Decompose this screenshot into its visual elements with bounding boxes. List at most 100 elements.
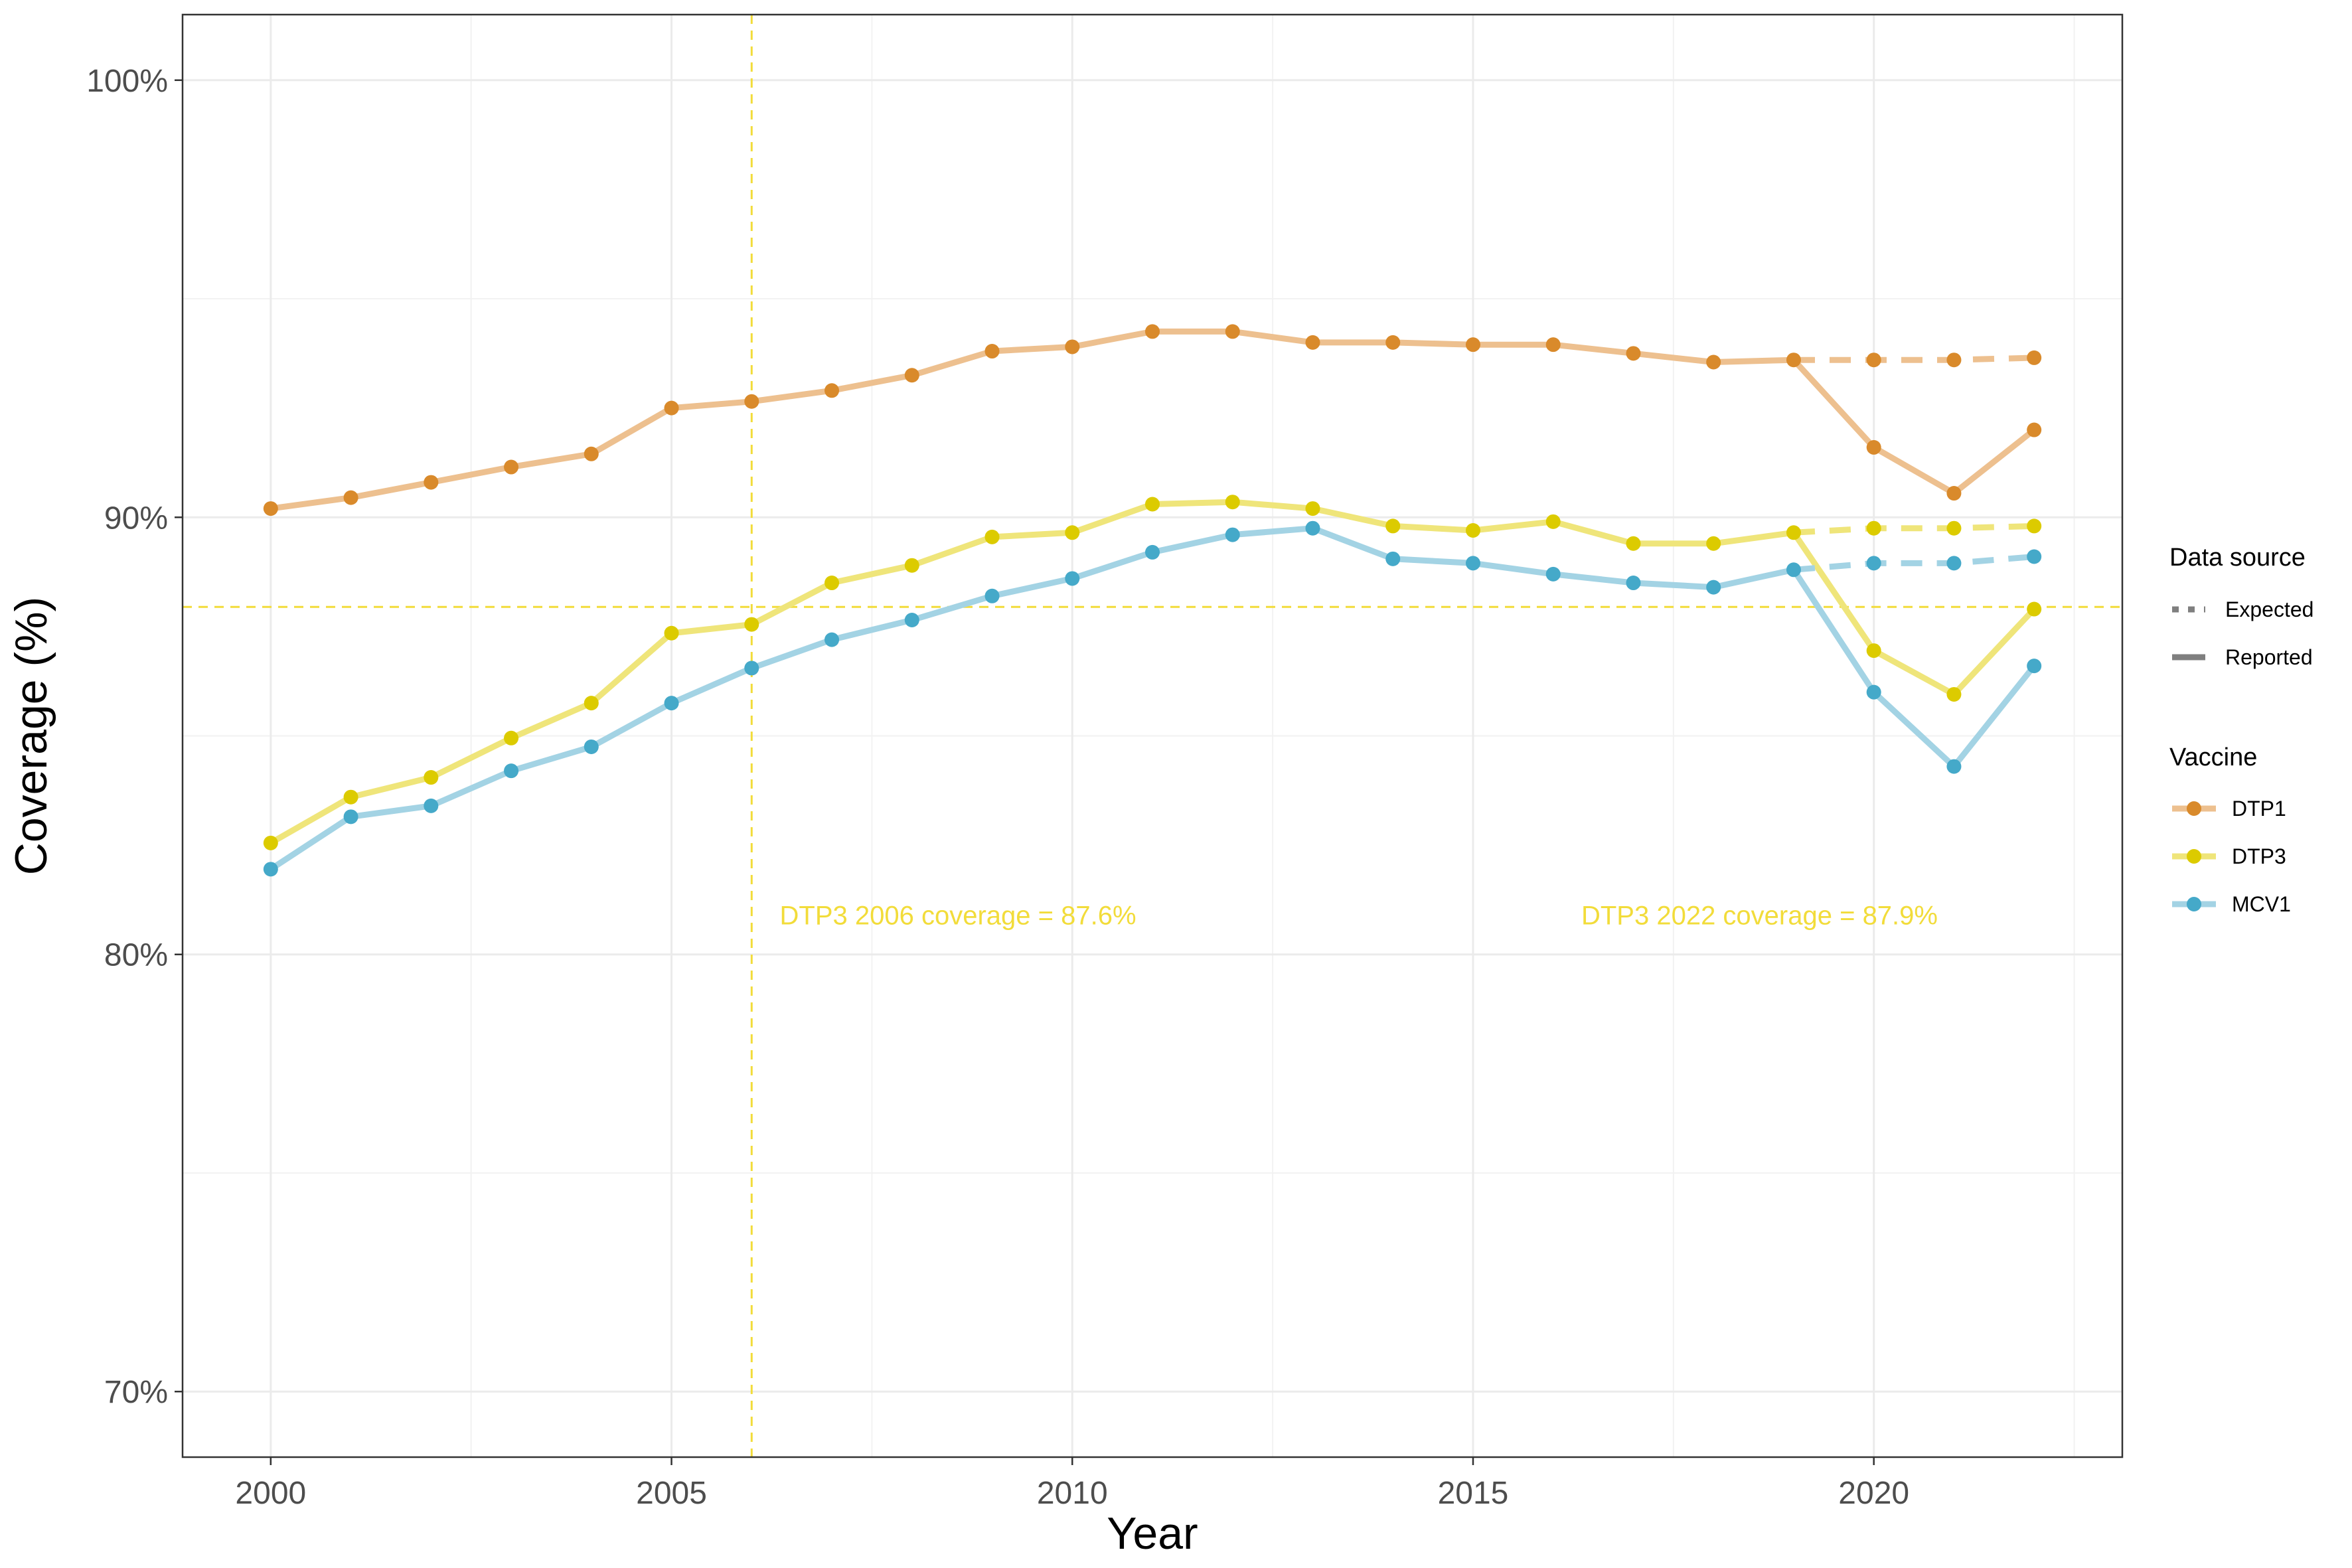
x-axis: 2000 2005 2010 2015 2020: [235, 1457, 1909, 1511]
data-point-dtp1-reported: [1866, 439, 1881, 455]
data-point-dtp1-reported: [343, 490, 358, 505]
x-axis-title: Year: [1107, 1508, 1198, 1559]
data-point-mcv1-reported: [1065, 571, 1080, 586]
data-point-mcv1-reported: [1385, 551, 1401, 566]
data-point-dtp3-reported: [904, 558, 919, 573]
data-point-dtp1-reported: [664, 400, 679, 416]
data-point-dtp3-reported: [1706, 536, 1721, 551]
data-point-dtp3-reported: [584, 696, 599, 711]
x-tick-label: 2020: [1838, 1476, 1909, 1511]
legend-data-source: Data source Expected Reported: [2169, 544, 2313, 669]
data-point-dtp1-reported: [1145, 324, 1160, 339]
data-point-mcv1-reported: [424, 798, 439, 813]
data-point-dtp3-reported: [504, 730, 519, 745]
data-point-dtp3-reported: [1465, 523, 1480, 538]
data-point-mcv1-reported: [584, 739, 599, 754]
legend-label-dtp1: DTP1: [2232, 797, 2286, 821]
data-point-mcv1-expected: [1866, 556, 1881, 571]
data-point-dtp3-reported: [343, 789, 358, 805]
data-point-mcv1-reported: [504, 763, 519, 779]
data-point-mcv1-reported: [1305, 520, 1320, 536]
data-point-mcv1-reported: [1866, 684, 1881, 700]
data-point-dtp1-reported: [1706, 354, 1721, 370]
annotation-label: DTP3 2022 coverage = 87.9%: [1581, 901, 1938, 930]
data-point-dtp3-reported: [1545, 514, 1561, 529]
data-point-dtp1-reported: [1385, 335, 1401, 350]
x-tick-label: 2005: [636, 1476, 707, 1511]
data-point-mcv1-expected: [2027, 549, 2042, 564]
grid-major: [183, 15, 2122, 1457]
data-point-dtp1-reported: [1786, 353, 1801, 368]
data-point-dtp1-reported: [1305, 335, 1320, 350]
data-point-dtp3-reported: [1145, 497, 1160, 512]
data-point-mcv1-reported: [1946, 759, 1962, 774]
data-point-dtp3-reported: [2027, 601, 2042, 617]
data-point-dtp3-reported: [824, 576, 840, 591]
y-tick-label: 80%: [104, 938, 168, 973]
data-point-mcv1-reported: [263, 862, 278, 877]
data-point-dtp3-reported: [744, 617, 759, 632]
data-point-dtp3-reported: [1305, 501, 1320, 516]
data-point-dtp1-expected: [1866, 353, 1881, 368]
data-point-dtp3-reported: [263, 835, 278, 850]
data-point-dtp1-reported: [824, 383, 840, 398]
data-point-dtp1-reported: [1465, 337, 1480, 353]
y-axis: 70% 80% 90% 100%: [86, 64, 183, 1410]
data-point-dtp3-reported: [1385, 518, 1401, 534]
data-point-dtp1-reported: [1545, 337, 1561, 353]
data-point-dtp1-expected: [2027, 350, 2042, 365]
data-point-mcv1-reported: [1706, 580, 1721, 595]
legend-label-reported: Reported: [2225, 645, 2313, 669]
data-point-dtp3-reported: [1786, 525, 1801, 540]
data-point-mcv1-reported: [744, 661, 759, 676]
data-point-dtp1-reported: [2027, 422, 2042, 437]
data-point-dtp1-reported: [984, 344, 1000, 359]
data-point-dtp1-reported: [1225, 324, 1240, 339]
y-tick-label: 70%: [104, 1375, 168, 1410]
data-point-dtp1-reported: [263, 501, 278, 516]
data-point-dtp3-expected: [2027, 518, 2042, 534]
data-point-mcv1-reported: [343, 809, 358, 824]
legend-key-point-mcv1: [2187, 897, 2201, 911]
data-point-dtp3-reported: [1866, 643, 1881, 659]
data-point-dtp1-reported: [1626, 346, 1641, 361]
series-line-mcv1-expected: [1793, 554, 2035, 573]
data-point-dtp1-reported: [504, 459, 519, 475]
legend-label-expected: Expected: [2225, 597, 2313, 621]
data-point-dtp3-expected: [1946, 520, 1962, 536]
data-point-mcv1-reported: [664, 696, 679, 711]
data-point-mcv1-reported: [1545, 566, 1561, 582]
series-line-dtp3-expected: [1793, 522, 2035, 536]
data-point-dtp3-reported: [664, 625, 679, 641]
series-line-dtp1-expected: [1794, 354, 2035, 363]
legend-vaccine: Vaccine DTP1 DTP3 MCV1: [2169, 744, 2291, 916]
panel-border: [181, 13, 2124, 1458]
data-point-mcv1-reported: [1225, 527, 1240, 542]
data-point-mcv1-reported: [1145, 544, 1160, 560]
data-point-mcv1-reported: [2027, 659, 2042, 674]
x-tick-label: 2015: [1438, 1476, 1509, 1511]
data-point-dtp1-reported: [1065, 339, 1080, 354]
data-point-dtp3-reported: [984, 529, 1000, 544]
annotation-label: DTP3 2006 coverage = 87.6%: [780, 901, 1137, 930]
legend-data-source-title: Data source: [2169, 544, 2306, 572]
data-point-mcv1-reported: [984, 588, 1000, 603]
data-point-dtp3-reported: [424, 770, 439, 785]
reference-lines: [183, 15, 2122, 1457]
data-point-mcv1-reported: [1786, 562, 1801, 578]
series-layer: [263, 324, 2042, 877]
legend-key-point-dtp1: [2187, 801, 2201, 816]
data-point-dtp1-reported: [424, 475, 439, 490]
data-point-mcv1-reported: [1626, 576, 1641, 591]
data-point-dtp1-reported: [904, 368, 919, 383]
data-point-dtp3-reported: [1946, 686, 1962, 702]
legend-key-point-dtp3: [2187, 849, 2201, 864]
y-tick-label: 90%: [104, 501, 168, 536]
data-point-mcv1-expected: [1946, 556, 1962, 571]
legend-label-mcv1: MCV1: [2232, 892, 2291, 916]
data-point-mcv1-reported: [904, 613, 919, 628]
data-point-dtp3-reported: [1225, 495, 1240, 510]
x-tick-label: 2010: [1037, 1476, 1108, 1511]
data-point-dtp1-reported: [1946, 486, 1962, 501]
